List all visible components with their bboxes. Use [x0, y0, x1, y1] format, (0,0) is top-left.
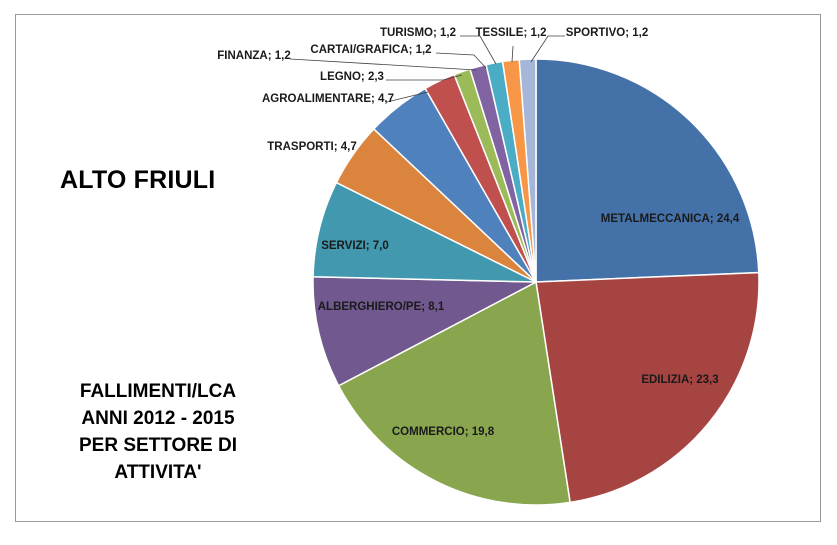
subtitle-line-2: ANNI 2012 - 2015 — [81, 408, 235, 429]
pie-slices — [312, 58, 760, 506]
slice-labels: METALMECCANICA; 24,4 EDILIZIA; 23,3 COMMER… — [217, 27, 740, 438]
leader-line-turismo — [460, 35, 497, 65]
pie-slice-edilizia — [535, 271, 760, 504]
slice-label-legno: LEGNO; 2,3 — [320, 71, 384, 83]
subtitle-line-3: PER SETTORE DI — [78, 435, 237, 456]
slice-label-commercio: COMMERCIO; 19,8 — [392, 426, 495, 438]
slice-label-alberghiero-pe: ALBERGHIERO/PE; 8,1 — [318, 301, 445, 313]
slice-label-metalmeccanica: METALMECCANICA; 24,4 — [601, 213, 740, 225]
slice-label-tessile: TESSILE; 1,2 — [476, 27, 547, 39]
slice-label-trasporti: TRASPORTI; 4,7 — [267, 141, 356, 153]
pie-slice-metalmeccanica — [535, 58, 760, 283]
chart-subtitle: FALLIMENTI/LCA ANNI 2012 - 2015 PER SETT… — [58, 378, 258, 486]
slice-label-cartai-grafica: CARTAI/GRAFICA; 1,2 — [310, 44, 431, 56]
slice-label-servizi: SERVIZI; 7,0 — [321, 240, 389, 252]
leader-lines — [289, 35, 565, 103]
slice-label-edilizia: EDILIZIA; 23,3 — [641, 374, 718, 386]
subtitle-line-4: ATTIVITA' — [114, 462, 202, 483]
leader-line-legno — [386, 74, 463, 81]
chart-title: ALTO FRIULI — [60, 166, 216, 194]
slice-label-turismo: TURISMO; 1,2 — [380, 27, 456, 39]
slice-label-agroalimentare: AGROALIMENTARE; 4,7 — [262, 93, 394, 105]
leader-line-tessile — [511, 45, 514, 63]
pie-slice-alberghiero-pe — [312, 275, 539, 387]
leader-line-finanza — [289, 58, 477, 71]
leader-line-agroalimentare — [386, 91, 429, 103]
pie-slice-sportivo — [518, 58, 537, 283]
leader-line-cartai-grafica — [435, 52, 487, 69]
slice-label-sportivo: SPORTIVO; 1,2 — [566, 27, 648, 39]
slice-label-finanza: FINANZA; 1,2 — [217, 50, 290, 62]
subtitle-line-1: FALLIMENTI/LCA — [79, 381, 237, 402]
leader-line-sportivo — [530, 35, 565, 63]
pie-slice-commercio — [337, 280, 571, 506]
